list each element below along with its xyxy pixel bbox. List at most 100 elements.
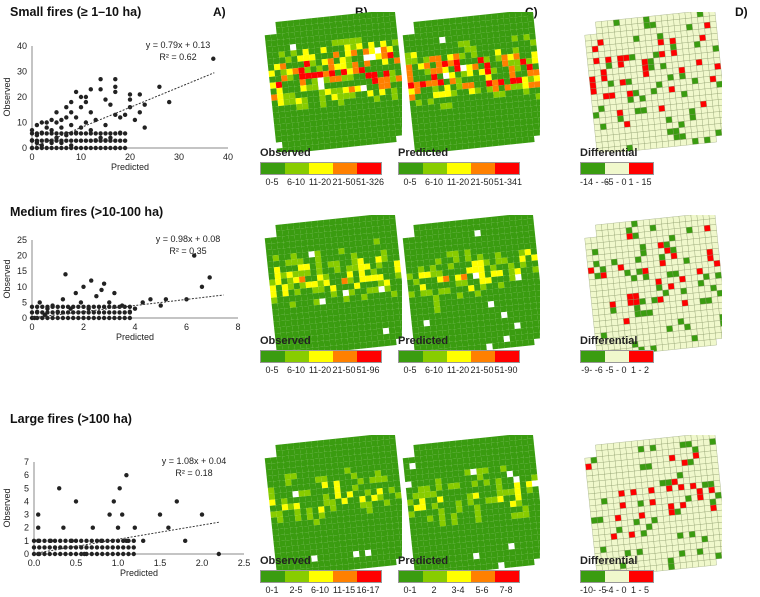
legend-label: 6-10 — [310, 585, 329, 595]
map-cell — [533, 492, 540, 499]
map-cell — [517, 291, 524, 299]
map-cell — [446, 251, 453, 258]
map-cell — [596, 296, 604, 304]
map-cell — [341, 14, 348, 22]
map-cell — [463, 34, 470, 41]
map-cell — [511, 89, 518, 97]
map-cell — [287, 343, 295, 351]
map-cell — [504, 287, 512, 294]
map-cell — [505, 96, 513, 103]
map-cell — [371, 334, 379, 342]
data-point — [44, 120, 49, 125]
map-cell — [678, 66, 686, 74]
map-cell — [623, 317, 631, 325]
map-cell — [310, 71, 318, 79]
map-cell — [614, 288, 621, 296]
map-cell — [478, 265, 485, 273]
map-cell — [312, 452, 320, 460]
map-cell — [382, 327, 390, 335]
map-cell — [621, 245, 629, 253]
map-cell — [683, 257, 691, 265]
map-cell — [424, 271, 431, 279]
map-cell — [398, 307, 402, 315]
map-cell — [426, 235, 434, 242]
map-cell — [342, 509, 350, 517]
map-cell — [640, 46, 648, 54]
map-cell — [525, 112, 533, 119]
map-cell — [353, 336, 361, 344]
map-cell — [504, 446, 511, 454]
map-cell — [279, 57, 286, 64]
map-cell — [633, 298, 641, 306]
map-cell — [276, 230, 283, 237]
map-cell — [531, 480, 539, 487]
map-cell — [357, 318, 365, 325]
map-cell — [474, 141, 481, 149]
map-cell — [413, 21, 420, 28]
map-cell — [287, 449, 295, 456]
map-cell — [340, 546, 347, 553]
map-cell — [471, 480, 479, 488]
map-cell — [510, 29, 518, 36]
map-cell — [375, 53, 382, 60]
data-point — [29, 315, 35, 321]
map-cell — [487, 240, 495, 248]
map-cell — [426, 86, 433, 93]
map-cell — [465, 481, 473, 488]
legend-label: 5-6 — [475, 585, 489, 595]
map-cell — [326, 309, 334, 317]
data-point — [94, 545, 100, 550]
panel-label-d: D) — [735, 5, 748, 19]
map-cell — [343, 521, 351, 529]
map-cell — [292, 496, 300, 504]
data-point — [78, 145, 84, 151]
r-squared: R² = 0.62 — [159, 52, 196, 62]
data-point — [39, 120, 44, 125]
map-cell — [523, 297, 531, 304]
map-cell — [681, 299, 689, 307]
map-cell — [709, 129, 717, 137]
map-cell — [672, 13, 680, 20]
map-cell — [532, 266, 540, 273]
map-cell — [647, 112, 654, 120]
map-cell — [434, 526, 441, 534]
data-point — [81, 310, 86, 315]
map-cell — [299, 447, 307, 455]
map-cell — [390, 230, 398, 237]
map-cell — [685, 341, 693, 349]
map-cell — [427, 43, 435, 51]
map-cell — [286, 271, 293, 279]
map-cell — [505, 293, 512, 300]
map-cell — [317, 131, 324, 139]
map-cell — [643, 505, 651, 513]
map-cell — [520, 487, 528, 495]
map-cell — [409, 248, 417, 256]
map-cell — [313, 518, 320, 526]
map-cell — [419, 26, 427, 34]
map-cell — [428, 49, 436, 57]
map-cell — [620, 459, 628, 467]
map-cell — [612, 496, 620, 504]
map-cell — [274, 130, 282, 137]
map-cell — [456, 286, 463, 293]
map-cell — [491, 442, 499, 449]
data-point — [42, 538, 47, 544]
map-cell — [323, 553, 330, 561]
map-cell — [644, 451, 652, 459]
map-cell — [602, 295, 610, 303]
map-cell — [461, 219, 468, 226]
map-cell — [411, 260, 418, 268]
map-cell — [480, 32, 488, 39]
map-cell — [345, 116, 353, 124]
map-cell — [590, 456, 598, 464]
map-cell — [413, 284, 421, 292]
map-cell — [334, 266, 341, 274]
map-cell — [693, 244, 701, 251]
map-cell — [267, 481, 274, 489]
map-cell — [479, 14, 486, 22]
map-cell — [528, 21, 535, 28]
map-cell — [423, 319, 431, 327]
map-cell — [309, 263, 317, 270]
map-cell — [324, 451, 331, 458]
map-cell — [449, 561, 457, 568]
